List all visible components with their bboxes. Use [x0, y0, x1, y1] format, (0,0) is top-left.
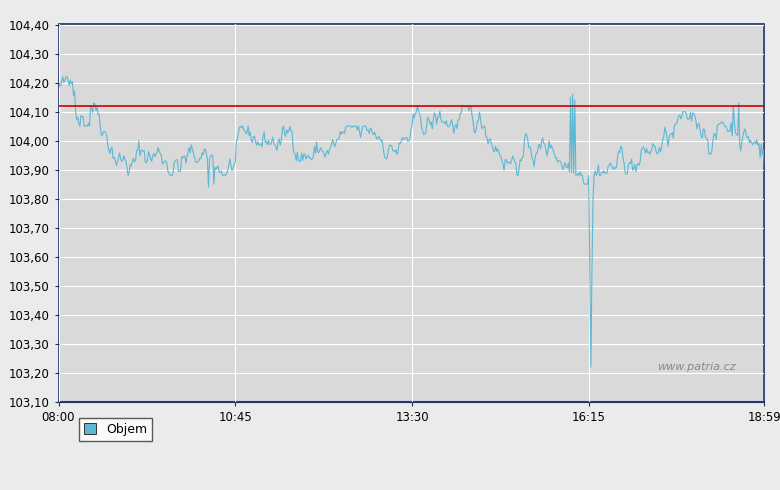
Legend: Objem: Objem — [79, 418, 153, 441]
Text: www.patria.cz: www.patria.cz — [658, 362, 736, 371]
